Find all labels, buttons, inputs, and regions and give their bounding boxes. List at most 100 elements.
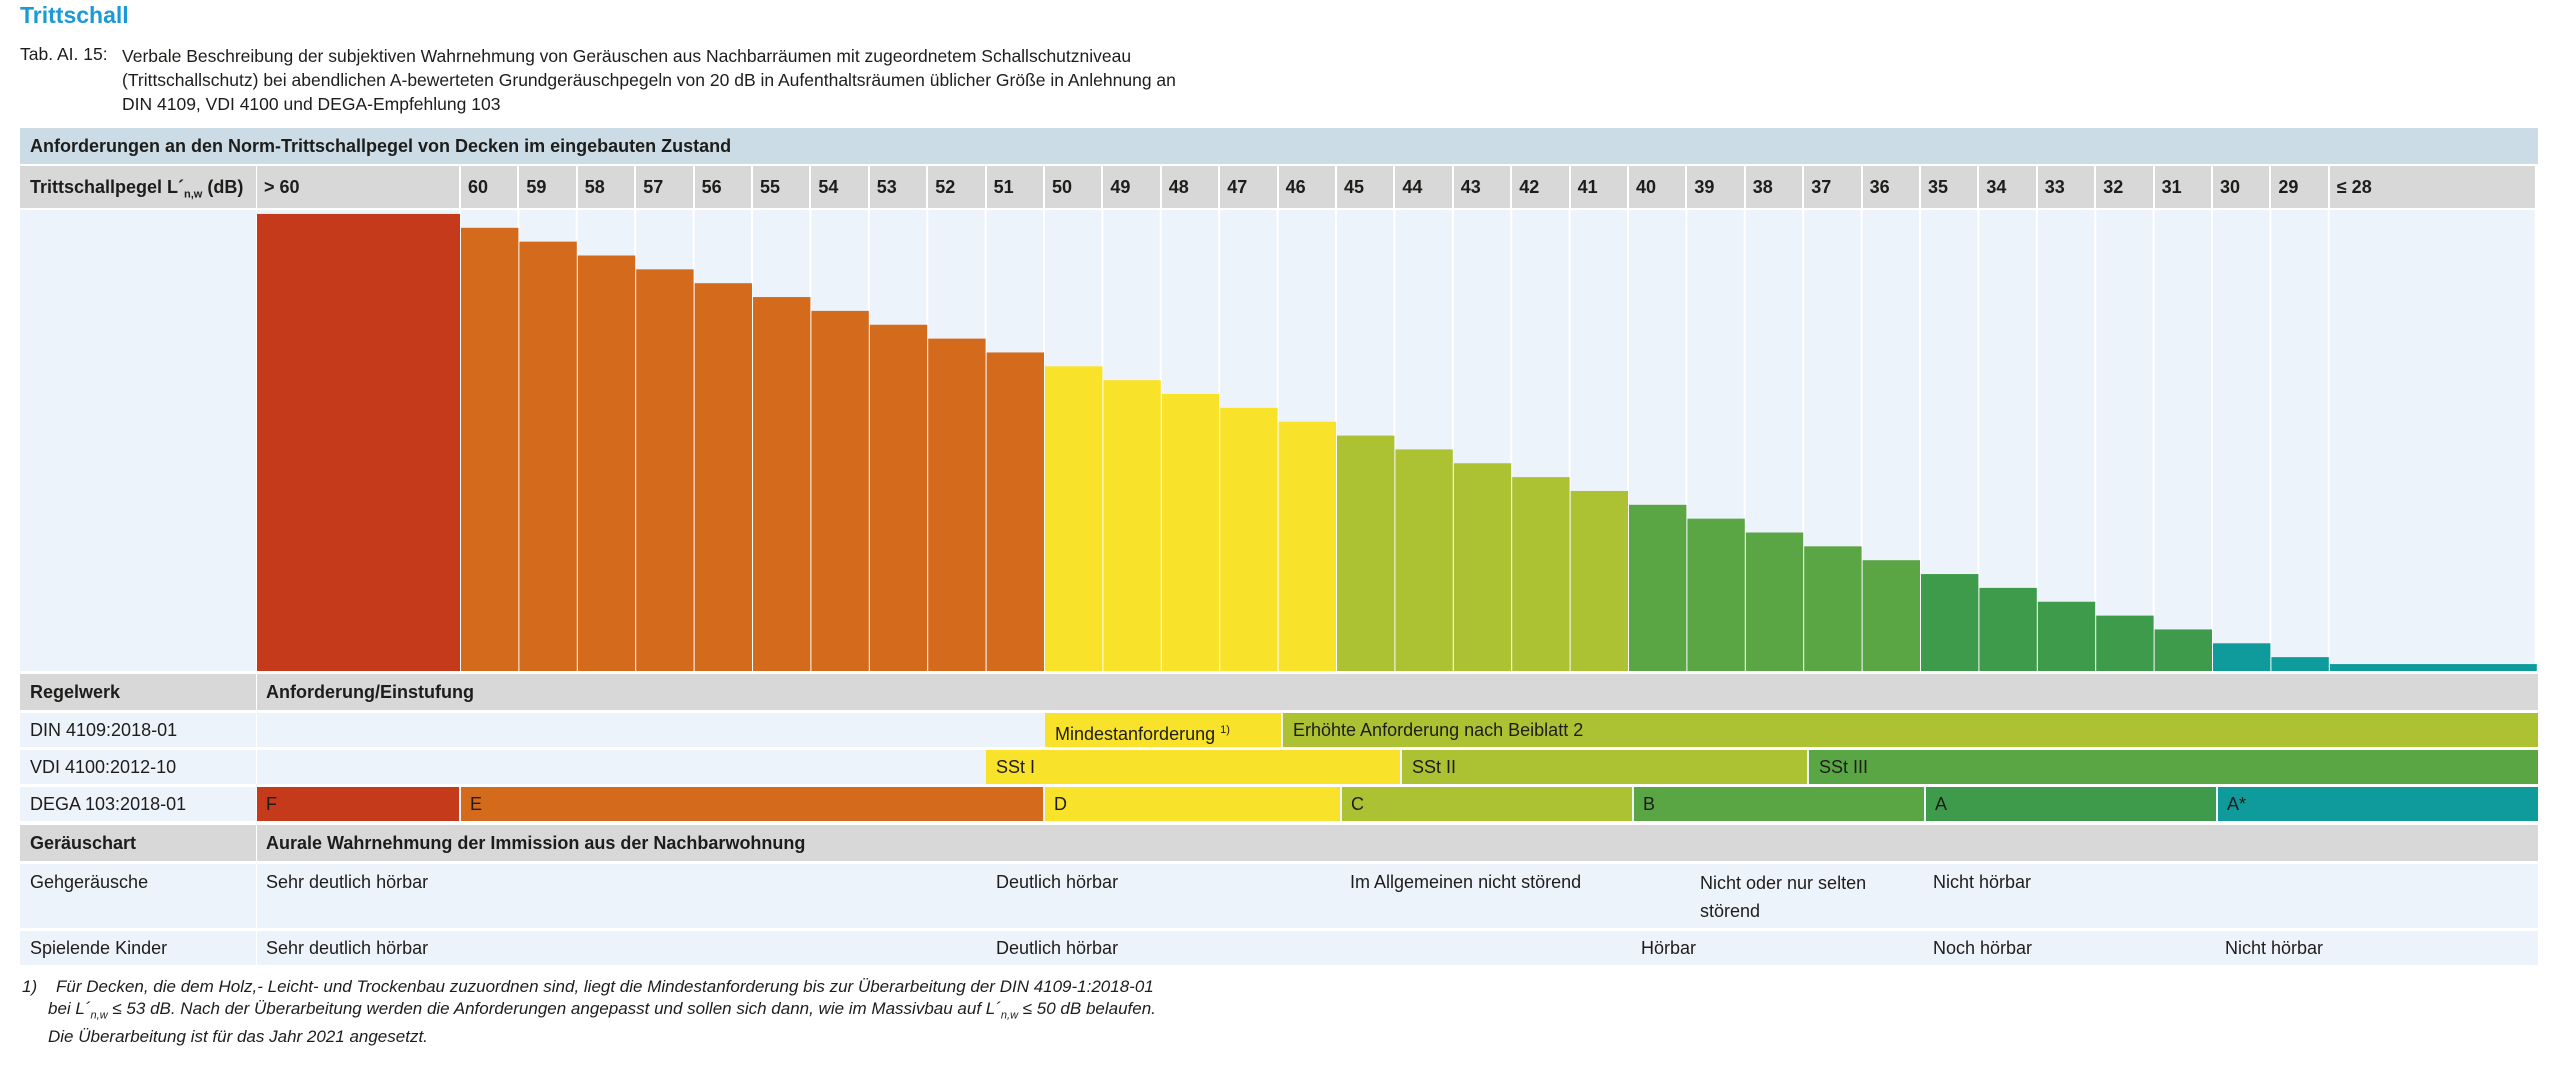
wahrnehmung-header: Aurale Wahrnehmung der Immission aus der…	[257, 825, 2538, 861]
kinder-cell-noch-hoerbar: Noch hörbar	[1933, 938, 2033, 958]
bar-40	[1629, 504, 1687, 671]
row-label-din: DIN 4109:2018-01	[20, 713, 256, 747]
level-header-cell: 35	[1921, 166, 1978, 208]
row-vdi: SSt I SSt II SSt III	[257, 750, 2538, 784]
column-background	[2154, 210, 2211, 671]
bar-31	[2154, 629, 2212, 671]
table-caption-label: Tab. AI. 15:	[20, 44, 108, 64]
footnote-line-3: Die Überarbeitung ist für das Jahr 2021 …	[48, 1027, 428, 1047]
level-header-cell: 37	[1804, 166, 1861, 208]
bar-48	[1161, 394, 1220, 671]
column-background	[2213, 210, 2270, 671]
bar-56	[694, 283, 752, 671]
level-header-cell: 56	[694, 166, 751, 208]
row-din: Mindestanforderung 1) Erhöhte Anforderun…	[257, 713, 2538, 747]
footnote-line-2: bei L´n,w ≤ 53 dB. Nach der Überarbeitun…	[22, 998, 1322, 1026]
level-header-cell: 40	[1629, 166, 1686, 208]
vdi-sst-3: SSt III	[1809, 750, 2538, 784]
level-header-cell: 45	[1337, 166, 1394, 208]
geh-cell-nicht-stoerend: Im Allgemeinen nicht störend	[1350, 872, 1582, 892]
dega-class-c: C	[1342, 787, 1632, 821]
bar-35	[1921, 574, 1979, 671]
level-header-cell: 48	[1161, 166, 1219, 208]
dega-class-a-star: A*	[2218, 787, 2538, 821]
level-header-cell: 46	[1278, 166, 1335, 208]
bar-43	[1453, 463, 1512, 671]
geh-cell-selten-stoerend: Nicht oder nur selten störend	[1700, 869, 1866, 925]
level-header-cell: 38	[1745, 166, 1803, 208]
level-header-cell: 31	[2154, 166, 2211, 208]
bar-32	[2096, 615, 2154, 671]
dega-class-e: E	[461, 787, 1043, 821]
footnote-line-2-sub: n,w	[90, 1009, 108, 1022]
row-gehgeraeusche: Sehr deutlich hörbar Deutlich hörbar Im …	[257, 864, 2538, 928]
footnote-marker: 1)	[22, 977, 38, 996]
level-header-cell: 36	[1862, 166, 1919, 208]
bar-47	[1220, 407, 1278, 671]
dega-class-f: F	[257, 787, 459, 821]
bar-55	[753, 297, 811, 671]
column-background	[2271, 210, 2328, 671]
geraeuschart-header: Geräuschart	[20, 825, 256, 861]
din-seg-1-text: Mindestanforderung	[1055, 724, 1216, 744]
level-header-cell: 49	[1103, 166, 1160, 208]
geh-cell-sehr-deutlich: Sehr deutlich hörbar	[266, 872, 429, 892]
kinder-cell-hoerbar: Hörbar	[1641, 938, 1697, 958]
dega-class-b: B	[1634, 787, 1924, 821]
dega-class-a: A	[1926, 787, 2216, 821]
anforderung-header: Anforderung/Einstufung	[257, 674, 2538, 710]
footnote-line-2-c: ≤ 50 dB belaufen.	[1018, 999, 1156, 1018]
bar-39	[1687, 518, 1745, 671]
bar-42	[1512, 477, 1570, 671]
chart-left-blank	[20, 210, 256, 671]
level-header-row: > 60 60 59 58 57 56 55 54 53 52 51 50 49 48 47 46 45 44 43…	[257, 166, 2538, 208]
level-header-cell: ≤ 28	[2329, 166, 2535, 208]
dega-class-d: D	[1045, 787, 1340, 821]
bar-58	[577, 255, 636, 671]
level-header-cell: 33	[2037, 166, 2095, 208]
row-label-vdi: VDI 4100:2012-10	[20, 750, 256, 784]
section-header: Anforderungen an den Norm-Trittschallpeg…	[20, 128, 2538, 164]
row-label-gehgeraeusche: Gehgeräusche	[20, 864, 256, 928]
bar-37	[1804, 546, 1862, 671]
caption-line-3: DIN 4109, VDI 4100 und DEGA-Empfehlung 1…	[122, 94, 501, 114]
level-header-cell: 51	[986, 166, 1043, 208]
level-header-cell: 47	[1220, 166, 1277, 208]
din-mindestanforderung: Mindestanforderung 1)	[1045, 713, 1281, 747]
level-header-cell: 44	[1395, 166, 1452, 208]
caption-line-1: Verbale Beschreibung der subjektiven Wah…	[122, 46, 1132, 66]
row-dega: F E D C B A A*	[257, 787, 2538, 821]
level-header-cell: 57	[636, 166, 693, 208]
bar-28	[2329, 664, 2537, 671]
bar-45	[1337, 435, 1395, 671]
footnote-line-2-sub2: n,w	[1000, 1009, 1019, 1022]
column-background	[2037, 210, 2095, 671]
bar-51	[986, 352, 1044, 671]
level-header-cell: 52	[928, 166, 985, 208]
bar-60	[461, 227, 519, 671]
level-header-cell: 50	[1045, 166, 1102, 208]
bar-36	[1862, 560, 1920, 671]
regelwerk-header: Regelwerk	[20, 674, 256, 710]
bar-57	[636, 269, 694, 671]
level-header-cell: 54	[811, 166, 868, 208]
level-header-cell: 58	[577, 166, 635, 208]
level-header-cell: 39	[1687, 166, 1744, 208]
bar-34	[1979, 587, 2037, 671]
level-header-cell: > 60	[257, 166, 459, 208]
bar-49	[1103, 380, 1161, 671]
section-header-text: Anforderungen an den Norm-Trittschallpeg…	[30, 136, 732, 156]
vdi-sst-1: SSt I	[986, 750, 1400, 784]
level-header-cell: 42	[1512, 166, 1569, 208]
bar-41	[1570, 490, 1628, 671]
level-header-cell: 32	[2096, 166, 2153, 208]
kinder-cell-deutlich: Deutlich hörbar	[996, 938, 1119, 958]
level-header-cell: 30	[2213, 166, 2270, 208]
column-background	[2096, 210, 2153, 671]
vdi-sst-2: SSt II	[1402, 750, 1807, 784]
bar-38	[1745, 532, 1804, 671]
kinder-cell-nicht-hoerbar: Nicht hörbar	[2225, 938, 2324, 958]
bar-54	[811, 310, 869, 671]
level-header-cell: 53	[869, 166, 927, 208]
footnote-line-1-wrap: 1) Für Decken, die dem Holz,- Leicht- un…	[22, 976, 1322, 998]
